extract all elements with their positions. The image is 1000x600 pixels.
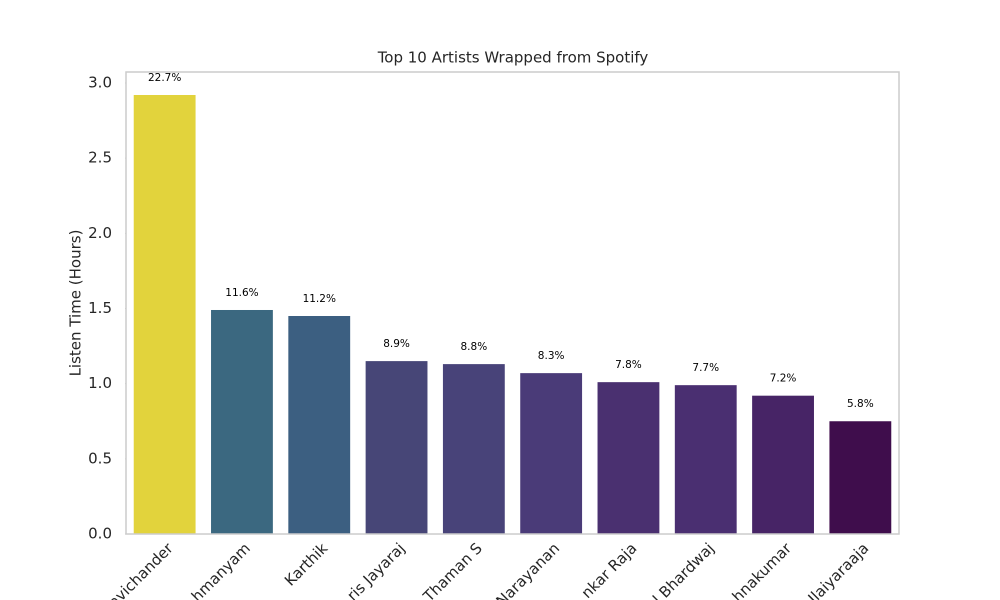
- percent-label: 11.2%: [303, 293, 336, 305]
- bar: [674, 385, 737, 534]
- y-tick-label: 0.5: [88, 449, 112, 467]
- x-tick-label: Narayanan: [492, 539, 563, 600]
- y-axis-label: Listen Time (Hours): [67, 230, 85, 377]
- x-tick-label: Thaman S: [419, 539, 486, 600]
- x-tick-label: ris Jayaraj: [343, 539, 408, 600]
- y-tick-label: 1.5: [88, 299, 112, 317]
- bar: [133, 95, 196, 534]
- percent-label: 7.8%: [615, 359, 642, 371]
- y-tick-label: 2.0: [88, 224, 112, 242]
- bar: [597, 382, 660, 534]
- x-tick-label: hmanyam: [188, 539, 254, 600]
- bar: [752, 395, 814, 534]
- x-tick-label: avichander: [105, 539, 177, 600]
- percent-label: 11.6%: [225, 287, 258, 299]
- percent-label: 22.7%: [148, 72, 181, 84]
- percent-label: 8.8%: [461, 341, 488, 353]
- bar: [442, 364, 505, 534]
- x-tick-label: nkar Raja: [578, 539, 641, 600]
- x-tick-label: hnakumar: [729, 539, 796, 600]
- x-tick-label: Ilaiyaraaja: [805, 539, 873, 600]
- bar: [829, 421, 892, 534]
- x-tick-label: Karthik: [281, 539, 332, 590]
- chart-title: Top 10 Artists Wrapped from Spotify: [377, 49, 649, 67]
- bar: [211, 309, 273, 534]
- percent-label: 7.7%: [692, 362, 719, 374]
- y-tick-label: 0.0: [88, 525, 112, 543]
- plot-frame: [125, 71, 900, 535]
- percent-label: 8.9%: [383, 338, 410, 350]
- bar: [365, 361, 428, 534]
- percent-label: 7.2%: [770, 373, 797, 385]
- y-tick-label: 3.0: [88, 73, 112, 91]
- percent-label: 5.8%: [847, 398, 874, 410]
- y-tick-label: 2.5: [88, 149, 112, 167]
- bar: [520, 373, 583, 534]
- bar: [288, 316, 351, 534]
- x-tick-label: l Bhardwaj: [649, 539, 718, 600]
- percent-label: 8.3%: [538, 350, 565, 362]
- y-tick-label: 1.0: [88, 374, 112, 392]
